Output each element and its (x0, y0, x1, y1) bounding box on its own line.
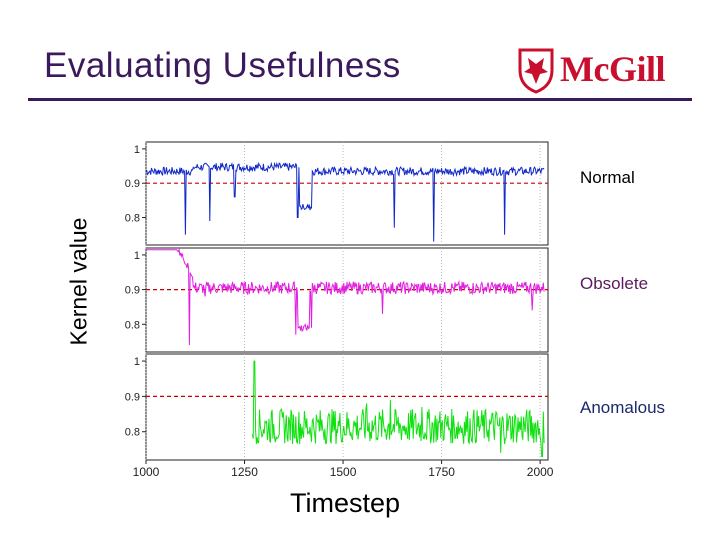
panel-label-anomalous: Anomalous (580, 398, 666, 417)
logo-text: McGill (560, 49, 665, 89)
slide-title: Evaluating Usefulness (44, 46, 401, 85)
panel-frame-normal (145, 141, 549, 246)
y-tick-label-normal-0.8: 0.8 (125, 213, 140, 225)
mcgill-logo: McGill (512, 46, 692, 94)
panel-label-normal: Normal (580, 168, 635, 187)
y-tick-label-obsolete-1: 1 (134, 250, 140, 262)
x-tick-label-1000: 1000 (133, 465, 160, 479)
y-tick-label-obsolete-0.8: 0.8 (125, 319, 140, 331)
y-tick-label-anomalous-0.8: 0.8 (125, 427, 140, 439)
y-tick-label-anomalous-0.9: 0.9 (125, 391, 140, 403)
x-axis-label: Timestep (289, 488, 401, 518)
y-tick-label-normal-0.9: 0.9 (125, 178, 140, 190)
series-line-obsolete (146, 247, 545, 346)
y-tick-label-anomalous-1: 1 (134, 356, 140, 368)
x-tick-label-1750: 1750 (428, 465, 455, 479)
series-line-normal (145, 161, 545, 242)
x-tick-label-1250: 1250 (231, 465, 258, 479)
panel-label-obsolete: Obsolete (580, 274, 649, 293)
x-tick-label-1500: 1500 (330, 465, 357, 479)
y-tick-label-normal-1: 1 (134, 144, 140, 156)
series-line-anomalous (251, 360, 545, 457)
x-tick-label-2000: 2000 (527, 465, 554, 479)
y-tick-label-obsolete-0.9: 0.9 (125, 285, 140, 297)
title-underline (28, 98, 692, 101)
crest-icon (518, 48, 554, 94)
y-axis-label: Kernel value (65, 217, 92, 346)
panel-frame-anomalous (145, 353, 549, 461)
panel-frame-obsolete (145, 247, 549, 353)
